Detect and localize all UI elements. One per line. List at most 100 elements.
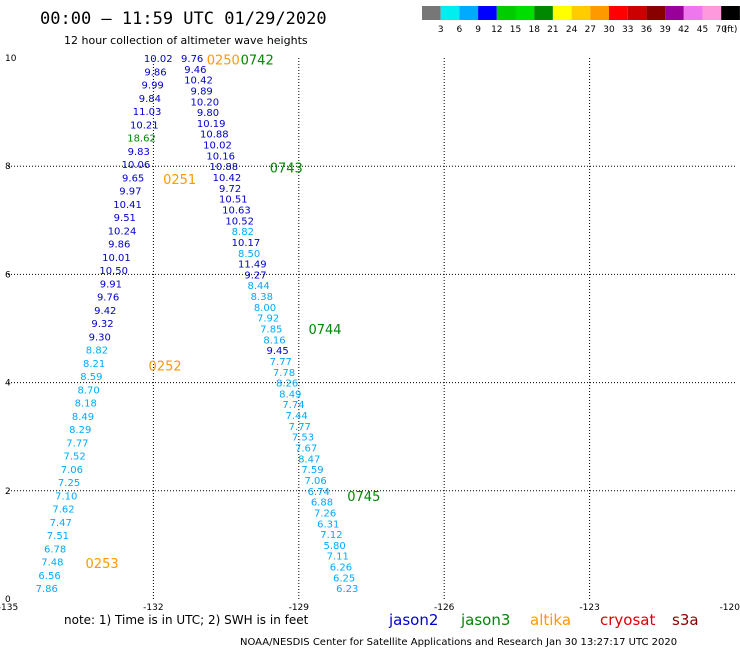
track-b-value: 7.67	[295, 444, 317, 455]
colorbar-swatch	[683, 6, 703, 20]
track-a-value: 10.01	[102, 253, 131, 264]
colorbar-label: 15	[510, 25, 521, 35]
colorbar-swatch	[627, 6, 647, 20]
units-note: note: 1) Time is in UTC; 2) SWH is in fe…	[64, 613, 309, 627]
track-a-value: 9.83	[128, 147, 150, 158]
track-b-value: 7.26	[314, 508, 336, 519]
track-b-value: 8.26	[276, 379, 298, 390]
track-b-value: 9.80	[197, 108, 219, 119]
track-b-value: 10.88	[210, 162, 239, 173]
track-a-value: 10.41	[113, 200, 142, 211]
colorbar-swatch	[646, 6, 666, 20]
colorbar-label: 36	[641, 25, 653, 35]
track-a-value: 9.32	[91, 319, 113, 330]
colorbar-swatch	[440, 6, 460, 20]
satellite-legend: jason2 jason3 altika cryosat s3a	[388, 611, 699, 629]
y-tick-label: 2	[5, 487, 11, 497]
track-b-value: 8.00	[254, 303, 276, 314]
track-a-value: 9.86	[144, 67, 166, 78]
track-b-value: 7.59	[301, 465, 323, 476]
track-b-value: 8.44	[248, 281, 270, 292]
track-b-value: 6.26	[330, 563, 352, 574]
track-b-value: 6.23	[336, 584, 358, 595]
track-a-value: 7.62	[52, 505, 74, 516]
track-a-value: 9.86	[108, 240, 130, 251]
data-points: 10.02 9.86 9.99 9.84 11.03 10.21 18.62 9.83 10.0…	[36, 54, 359, 595]
track-a-value: 8.18	[75, 399, 97, 410]
track-b-value: 9.27	[244, 270, 266, 281]
track-b-value: 7.74	[282, 400, 304, 411]
track-a-value: 9.42	[94, 306, 116, 317]
track-a-value: 9.65	[122, 173, 144, 184]
colorbar-label: 42	[678, 25, 689, 35]
pass-label: 0250	[207, 54, 240, 69]
track-a-value: 7.77	[66, 438, 88, 449]
pass-labels: 0250 0742 0251 0743 0252 0744 0253 0745	[86, 54, 381, 572]
track-b-value: 7.44	[285, 411, 307, 422]
track-a-value: 7.47	[50, 518, 72, 529]
colorbar-swatch	[590, 6, 609, 20]
track-b-value: 10.63	[222, 205, 251, 216]
colorbar-swatch	[721, 6, 740, 20]
track-b-value: 9.76	[181, 54, 203, 65]
colorbar-label: (ft)	[724, 25, 738, 35]
colorbar-legend: 3 6 9 12 15 18 21 24 27 30 33 36 39 42 45 70(ft)	[422, 6, 740, 35]
chart-subtitle: 12 hour collection of altimeter wave hei…	[64, 34, 308, 47]
track-a-value: 10.21	[130, 120, 159, 131]
pass-label: 0743	[270, 161, 303, 176]
colorbar-label: 9	[475, 25, 481, 35]
track-b-value: 9.72	[219, 184, 241, 195]
colorbar-label: 70	[715, 25, 727, 35]
track-b-value: 10.17	[232, 238, 261, 249]
track-a-value: 18.62	[127, 134, 156, 145]
track-a-value: 9.30	[89, 332, 111, 343]
colorbar-label: 39	[659, 25, 671, 35]
track-b-value: 7.92	[257, 314, 279, 325]
colorbar-swatch	[665, 6, 684, 20]
track-b-value: 6.25	[333, 573, 355, 584]
track-a-value: 9.97	[119, 187, 141, 198]
colorbar-swatch	[422, 6, 441, 20]
track-b-value: 10.51	[219, 195, 248, 206]
track-b-value: 10.19	[197, 119, 226, 130]
track-b-value: 10.02	[203, 141, 232, 152]
colorbar-swatch	[534, 6, 553, 20]
track-b-value: 7.53	[292, 433, 314, 444]
track-a-value: 10.06	[122, 160, 151, 171]
track-a-value: 9.51	[114, 213, 136, 224]
colorbar-label: 45	[697, 25, 708, 35]
colorbar-swatch	[571, 6, 591, 20]
track-b-value: 7.12	[320, 530, 342, 541]
track-a-value: 6.78	[44, 544, 66, 555]
track-a-value: 7.10	[55, 491, 77, 502]
track-b-value: 9.89	[191, 86, 213, 97]
x-tick-label: -129	[289, 603, 310, 613]
track-b-value: 7.78	[273, 368, 295, 379]
track-b-value: 6.88	[311, 498, 333, 509]
track-a-value: 11.03	[133, 107, 162, 118]
y-tick-label: 4	[5, 379, 11, 389]
track-a-value: 8.29	[69, 425, 91, 436]
track-b-value: 8.49	[279, 389, 301, 400]
colorbar-label: 24	[566, 25, 578, 35]
track-a-value: 8.70	[77, 385, 99, 396]
x-tick-label: -135	[0, 603, 18, 613]
y-tick-label: 0	[5, 595, 11, 605]
track-b-value: 9.45	[267, 346, 289, 357]
track-a-value: 8.82	[86, 346, 108, 357]
pass-label: 0745	[347, 490, 380, 505]
grid-lines	[8, 58, 735, 599]
track-b-value: 7.77	[270, 357, 292, 368]
chart-title: 00:00 – 11:59 UTC 01/29/2020	[40, 9, 327, 29]
track-a-value: 7.51	[47, 531, 69, 542]
track-a-value: 9.76	[97, 293, 119, 304]
track-b-value: 7.85	[260, 325, 282, 336]
track-a-value: 10.50	[99, 266, 128, 277]
colorbar-label: 6	[457, 25, 463, 35]
track-a-value: 8.49	[72, 412, 94, 423]
track-b-value: 7.77	[289, 422, 311, 433]
x-tick-label: -132	[143, 603, 163, 613]
track-a-value: 7.25	[58, 478, 80, 489]
y-tick-label: 10	[5, 54, 17, 64]
track-b-value: 7.11	[327, 552, 349, 563]
